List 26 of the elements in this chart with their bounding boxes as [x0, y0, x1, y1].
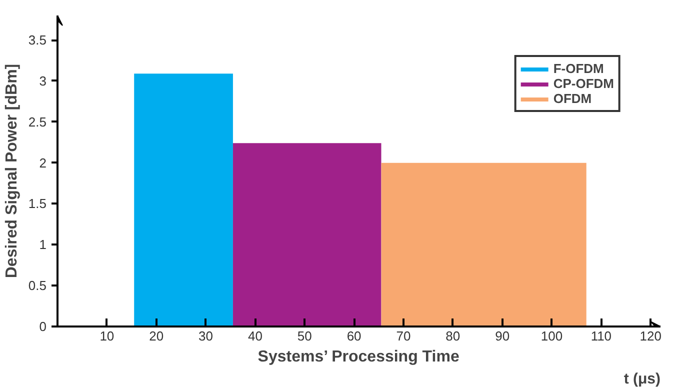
x-tick-label: 100 [540, 328, 563, 344]
legend-label: OFDM [553, 91, 592, 106]
legend-label: F-OFDM [553, 61, 604, 76]
x-tick-label: 10 [100, 328, 114, 344]
legend-label: CP-OFDM [553, 76, 614, 91]
y-tick-label: 0.5 [28, 278, 47, 294]
y-tick-label: 3 [39, 73, 47, 88]
y-tick-label: 3.5 [28, 32, 47, 48]
x-tick-label: 110 [590, 328, 612, 344]
x-tick-label: 50 [297, 328, 312, 344]
y-tick-label: 0 [39, 319, 47, 334]
x-tick-label: 20 [149, 328, 164, 344]
text: t (μs) [624, 370, 661, 387]
x-tick-label: 80 [446, 328, 460, 344]
y-tick-label: 2.5 [28, 114, 47, 130]
x-axis-title: Systems’ Processing Time [258, 348, 460, 366]
x-tick-label: 90 [495, 328, 510, 344]
y-tick-label: 1.5 [28, 196, 47, 212]
x-tick-label: 30 [198, 328, 214, 344]
x-tick-label: 40 [248, 328, 262, 344]
x-tick-label: 60 [346, 328, 362, 344]
x-tick-label: 120 [640, 328, 662, 344]
x-tick-label: 70 [396, 328, 411, 344]
y-tick-label: 2 [39, 155, 47, 170]
y-tick-label: 1 [39, 237, 47, 252]
y-axis-title: Desired Signal Power [dBm] [3, 64, 20, 278]
